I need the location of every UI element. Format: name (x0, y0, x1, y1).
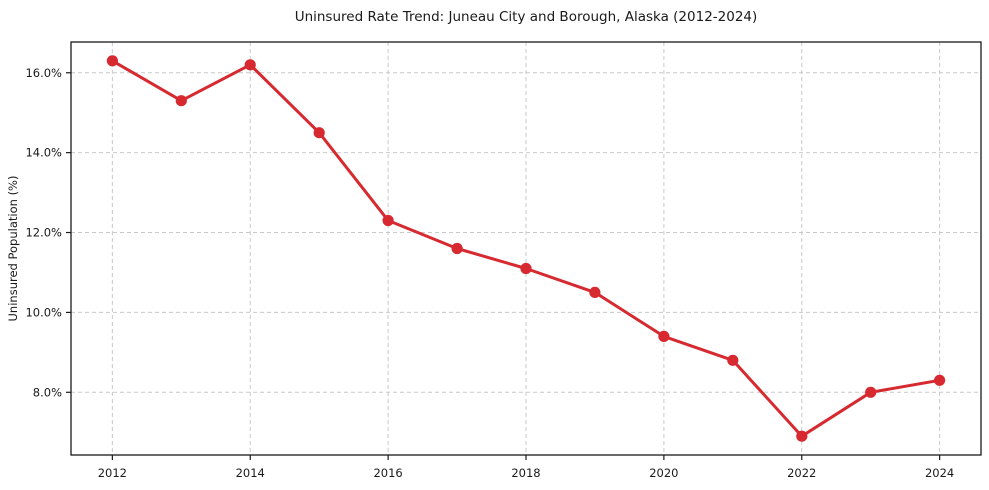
y-axis-tick-label: 14.0% (25, 146, 62, 160)
x-axis-tick-label: 2022 (787, 466, 816, 480)
data-point (796, 430, 808, 442)
data-point (106, 55, 118, 67)
x-axis-tick-label: 2024 (925, 466, 954, 480)
data-point (313, 127, 325, 139)
chart-title: Uninsured Rate Trend: Juneau City and Bo… (294, 9, 758, 25)
y-axis-tick-label: 16.0% (25, 66, 62, 80)
y-axis-tick-label: 12.0% (25, 226, 62, 240)
x-axis-tick-label: 2014 (236, 466, 265, 480)
data-point (658, 330, 670, 342)
y-axis-tick-label: 8.0% (33, 385, 62, 399)
data-point (727, 354, 739, 366)
data-point (451, 242, 463, 255)
y-axis-tick-label: 10.0% (25, 305, 62, 319)
data-point (589, 286, 601, 298)
x-axis-tick-label: 2012 (98, 466, 127, 480)
x-axis-tick-label: 2016 (373, 466, 402, 480)
data-point (934, 374, 946, 386)
data-point (865, 386, 877, 398)
data-point (520, 262, 532, 275)
x-axis-tick-label: 2018 (511, 466, 540, 480)
data-point (244, 59, 256, 71)
data-point (175, 95, 187, 107)
x-axis-tick-label: 2020 (649, 466, 678, 480)
data-point (382, 214, 394, 227)
